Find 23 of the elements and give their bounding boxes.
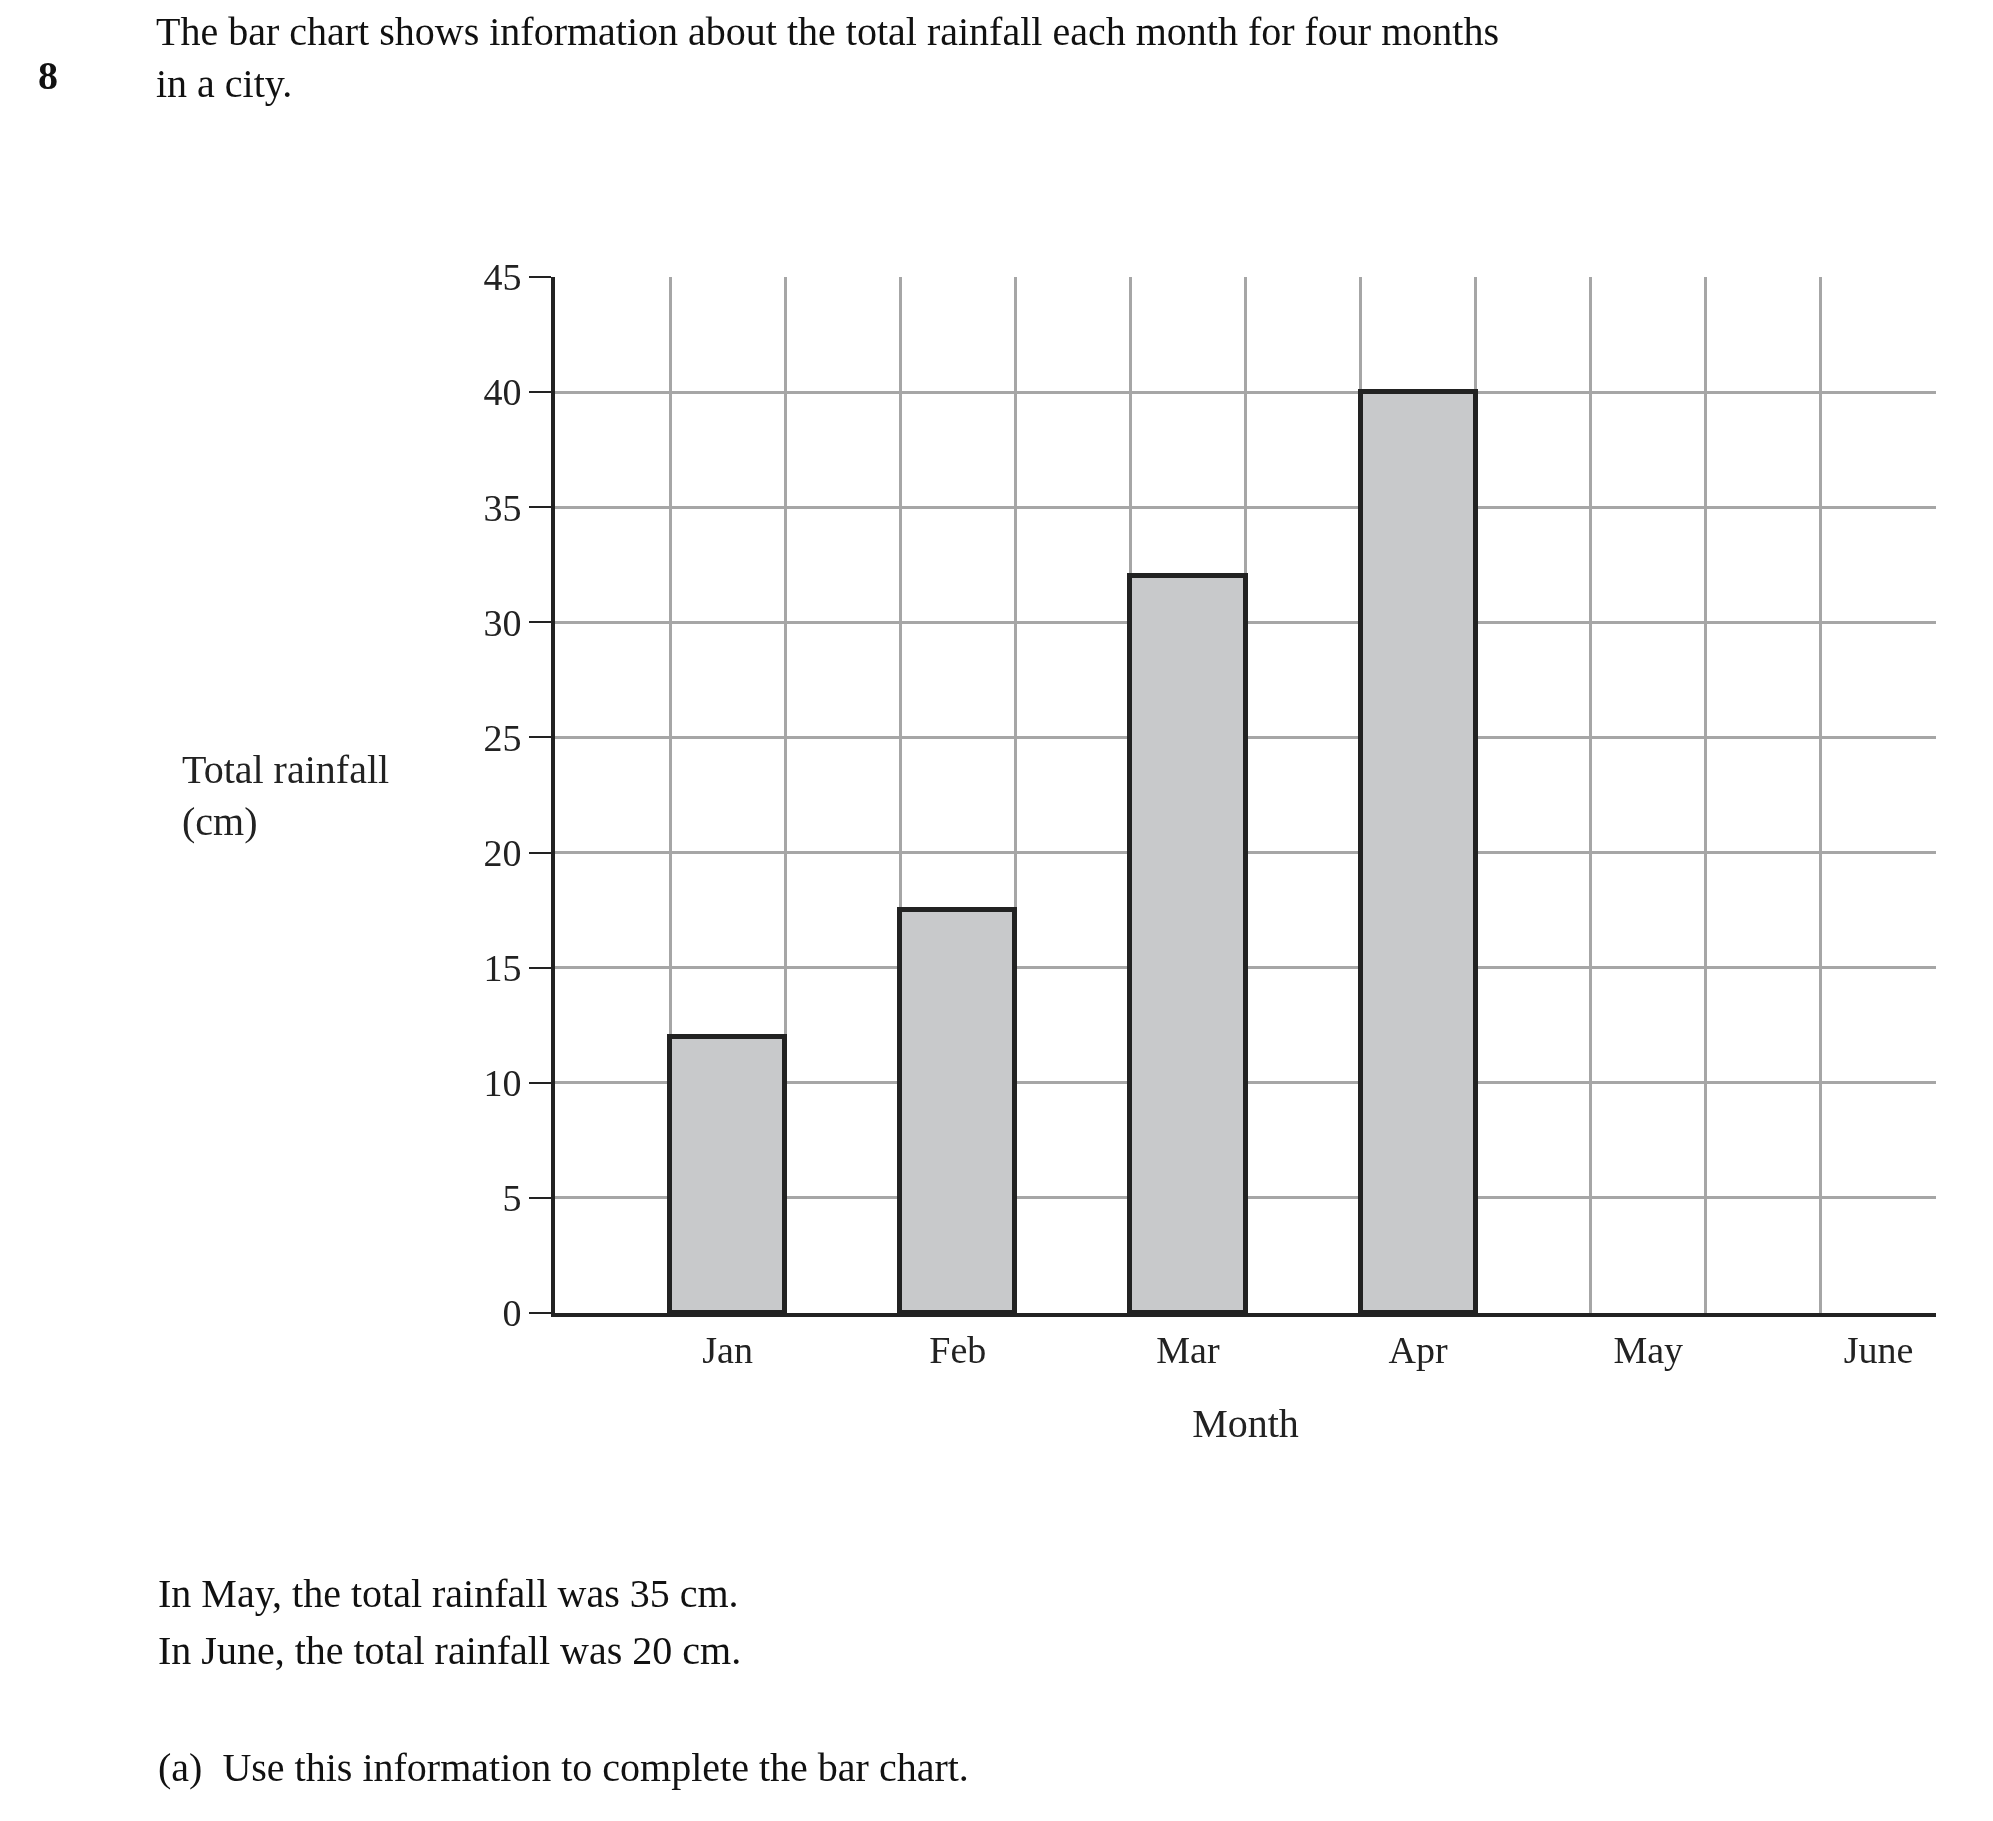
text: In May, the total rainfall was 35 cm. [158, 1571, 739, 1616]
x-tick-label: Mar [1156, 1328, 1220, 1371]
text: 8 [38, 53, 58, 98]
y-tick-label: 0 [502, 1292, 522, 1335]
y-tick-label: 20 [483, 831, 522, 874]
x-axis-title: Month [1192, 1400, 1299, 1446]
text: In June, the total rainfall was 20 cm. [158, 1628, 742, 1673]
y-tick-label: 30 [483, 601, 522, 644]
y-tick-label: 5 [502, 1177, 522, 1220]
y-axis-title: Total rainfall (cm) [182, 747, 390, 844]
y-tick-label: 25 [483, 716, 522, 759]
x-tick-label: May [1613, 1328, 1684, 1371]
chart-title: The bar chart shows information about the total rainfall each month for four months in a city. [156, 9, 1499, 106]
y-tick-label: 15 [483, 946, 522, 989]
y-tick-label: 40 [483, 371, 522, 414]
y-tick-label: 35 [483, 486, 522, 529]
x-tick-label: June [1843, 1328, 1914, 1371]
x-tick-label: Jan [702, 1328, 753, 1371]
x-tick-label: Apr [1388, 1328, 1449, 1371]
x-tick-label: Feb [929, 1328, 987, 1371]
text: (a) Use this information to complete the bar chart. [158, 1745, 969, 1790]
y-tick-label: 45 [483, 256, 522, 299]
y-tick-label: 10 [483, 1062, 522, 1105]
